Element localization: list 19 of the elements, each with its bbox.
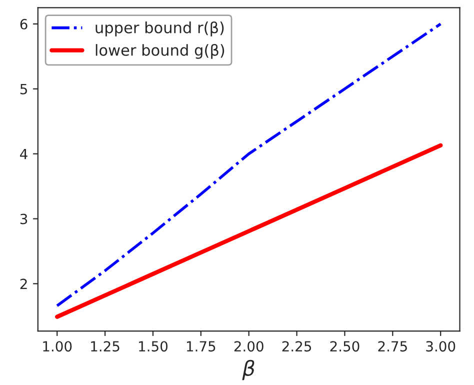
line-series	[56, 22, 442, 308]
y-tick-label: 2	[20, 278, 27, 289]
x-tick-label: 2.75	[378, 341, 407, 352]
x-axis-title: β	[242, 360, 254, 380]
x-tick-label: 1.00	[43, 341, 72, 352]
line-series	[55, 143, 443, 319]
x-tick-label: 2.50	[330, 341, 360, 352]
x-tick-label: 1.75	[186, 341, 216, 352]
legend-label: upper bound r(β)	[96, 21, 224, 36]
x-tick-label: 2.00	[234, 341, 264, 352]
legend-label: lower bound g(β)	[96, 44, 224, 59]
x-tick-label: 2.25	[282, 341, 312, 352]
x-tick-label: 1.50	[139, 341, 168, 352]
x-tick-label: 3.00	[426, 341, 456, 352]
y-tick-label: 3	[20, 214, 28, 224]
y-tick-label: 6	[20, 18, 28, 30]
y-tick-label: 5	[20, 84, 27, 94]
x-tick-label: 1.25	[91, 341, 120, 352]
y-tick-label: 4	[20, 148, 28, 160]
